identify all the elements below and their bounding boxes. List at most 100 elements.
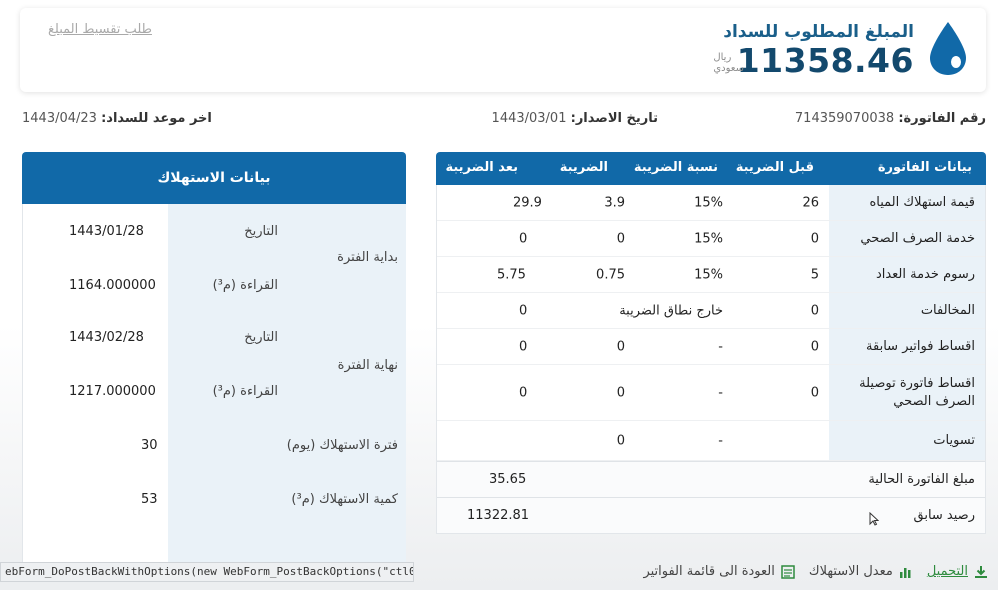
- tax-rate-cell: -: [718, 433, 723, 448]
- after-tax-cell: 5.75: [497, 267, 526, 282]
- table-row: رسوم خدمة العداد 5 15% 0.75 5.75: [437, 257, 985, 293]
- end-reading-label: القراءة (م³): [212, 384, 278, 399]
- tax-rate-cell: 15%: [694, 231, 723, 246]
- start-date-value: 1443/01/28: [69, 224, 144, 239]
- consumption-qty-value: 53: [141, 492, 158, 507]
- tax-rate-cell: -: [718, 385, 723, 400]
- before-tax-cell: 0: [810, 303, 819, 318]
- invoice-value: 714359070038: [794, 111, 895, 126]
- due-value: 1443/04/23: [22, 111, 97, 126]
- current-bill-value: 35.65: [489, 472, 527, 487]
- period-label-column: [296, 204, 406, 418]
- tax-cell: 0: [616, 231, 625, 246]
- tax-rate-cell: 15%: [694, 195, 723, 210]
- consumption-period-label: فترة الاستهلاك (يوم): [286, 438, 398, 453]
- currency-label: ريال سعودي: [713, 52, 744, 74]
- installment-request-link[interactable]: طلب تقسيط المبلغ: [48, 22, 152, 37]
- header-after-tax: بعد الضريبة: [445, 160, 518, 175]
- download-label: التحميل: [926, 564, 968, 579]
- water-drop-icon: [930, 22, 966, 75]
- end-date-label: التاريخ: [244, 330, 278, 345]
- period-start-label: بداية الفترة: [337, 250, 398, 265]
- before-tax-cell: 5: [810, 267, 819, 282]
- consumption-body: بداية الفترة التاريخ 1443/01/28 القراءة …: [22, 204, 406, 578]
- tax-cell: 0: [616, 385, 625, 400]
- after-tax-cell: 0: [519, 303, 528, 318]
- table-row: تسويات - 0: [437, 421, 985, 461]
- download-icon: [975, 565, 987, 578]
- field-label-column: [168, 204, 296, 418]
- bar-chart-icon: [899, 567, 911, 578]
- amount-value: 11358.46: [736, 41, 914, 80]
- issue-date: تاريخ الاصدار: 1443/03/01: [492, 111, 658, 126]
- header-tax-rate: نسبة الضريبة: [633, 160, 718, 175]
- after-tax-cell: 0: [519, 339, 528, 354]
- table-row: قيمة استهلاك المياه 26 15% 3.9 29.9: [437, 185, 985, 221]
- start-date-label: التاريخ: [244, 224, 278, 239]
- row-label: تسويات: [829, 421, 985, 460]
- issue-value: 1443/03/01: [491, 111, 567, 126]
- header-before-tax: قبل الضريبة: [735, 160, 814, 175]
- bottom-actions: التحميل معدل الاستهلاك العودة الى قائمة …: [643, 564, 988, 579]
- row-label: خدمة الصرف الصحي: [829, 221, 985, 256]
- start-reading-value: 1164.000000: [69, 278, 156, 293]
- row-label: المخالفات: [829, 293, 985, 328]
- back-to-invoices-link[interactable]: العودة الى قائمة الفواتير: [643, 564, 795, 579]
- invoice-label: رقم الفاتورة:: [898, 111, 986, 126]
- tax-rate-cell: -: [718, 339, 723, 354]
- row-label: قيمة استهلاك المياه: [829, 185, 985, 220]
- due-date: اخر موعد للسداد: 1443/04/23: [22, 111, 212, 126]
- tax-cell: 0: [616, 339, 625, 354]
- tax-cell: 3.9: [604, 195, 625, 210]
- amount-title: المبلغ المطلوب للسداد: [723, 22, 914, 42]
- end-reading-value: 1217.000000: [69, 384, 156, 399]
- due-label: اخر موعد للسداد:: [101, 111, 212, 126]
- table-row: اقساط فاتورة توصيلة الصرف الصحي 0 - 0 0: [437, 365, 985, 421]
- previous-balance-row: رصيد سابق 11322.81: [437, 497, 985, 533]
- before-tax-cell: 0: [810, 231, 819, 246]
- consumption-qty-label: كمية الاستهلاك (م³): [291, 492, 398, 507]
- current-bill-label: مبلغ الفاتورة الحالية: [868, 472, 975, 487]
- back-to-invoices-label: العودة الى قائمة الفواتير: [643, 564, 775, 579]
- before-tax-cell: 0: [810, 339, 819, 354]
- end-date-value: 1443/02/28: [69, 330, 144, 345]
- table-row: اقساط فواتير سابقة 0 - 0 0: [437, 329, 985, 365]
- before-tax-cell: 26: [802, 195, 819, 210]
- bill-table-header: بيانات الفاتورة قبل الضريبة نسبة الضريبة…: [436, 152, 986, 185]
- summary-label-column: [168, 418, 406, 578]
- row-label: اقساط فاتورة توصيلة الصرف الصحي: [829, 365, 985, 420]
- tax-cell: 0.75: [596, 267, 625, 282]
- consumption-rate-link[interactable]: معدل الاستهلاك: [809, 564, 913, 579]
- consumption-rate-label: معدل الاستهلاك: [808, 564, 893, 579]
- currency-line2: سعودي: [713, 63, 744, 74]
- browser-status-bar: ebForm_DoPostBackWithOptions(new WebForm…: [0, 562, 414, 582]
- consumption-period-value: 30: [141, 438, 158, 453]
- header-item: بيانات الفاتورة: [877, 160, 972, 175]
- consumption-title: بيانات الاستهلاك: [22, 152, 406, 204]
- issue-label: تاريخ الاصدار:: [570, 111, 658, 126]
- amount-card: المبلغ المطلوب للسداد 11358.46 ريال سعود…: [20, 8, 986, 92]
- bill-table-body: قيمة استهلاك المياه 26 15% 3.9 29.9 خدمة…: [436, 185, 986, 534]
- table-row: خدمة الصرف الصحي 0 15% 0 0: [437, 221, 985, 257]
- bill-details-table: بيانات الفاتورة قبل الضريبة نسبة الضريبة…: [436, 152, 986, 534]
- row-label: رسوم خدمة العداد: [829, 257, 985, 292]
- period-end-label: نهاية الفترة: [337, 358, 398, 373]
- start-reading-label: القراءة (م³): [212, 278, 278, 293]
- before-tax-cell: 0: [810, 385, 819, 400]
- previous-balance-value: 11322.81: [467, 508, 530, 523]
- after-tax-cell: 0: [519, 385, 528, 400]
- currency-line1: ريال: [713, 52, 732, 63]
- row-label: اقساط فواتير سابقة: [829, 329, 985, 364]
- consumption-table: بيانات الاستهلاك بداية الفترة التاريخ 14…: [22, 152, 406, 578]
- download-link[interactable]: التحميل: [927, 564, 988, 579]
- invoice-list-icon: [781, 564, 795, 579]
- tax-cell: 0: [616, 433, 625, 448]
- tax-rate-cell: 15%: [694, 267, 723, 282]
- previous-balance-label: رصيد سابق: [913, 508, 975, 523]
- current-bill-row: مبلغ الفاتورة الحالية 35.65: [437, 461, 985, 497]
- table-row: المخالفات 0 خارج نطاق الضريبة 0: [437, 293, 985, 329]
- mouse-cursor-icon: [869, 512, 879, 526]
- tax-exempt-cell: خارج نطاق الضريبة: [619, 303, 723, 318]
- header-tax: الضريبة: [559, 160, 608, 175]
- after-tax-cell: 0: [519, 231, 528, 246]
